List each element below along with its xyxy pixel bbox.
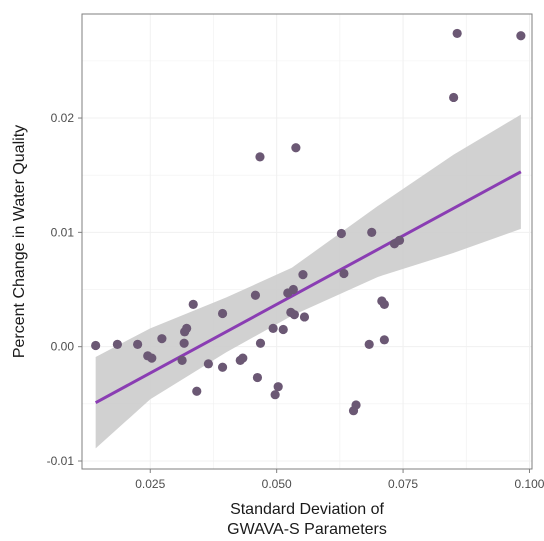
- y-tick-label: 0.00: [51, 340, 75, 354]
- data-point: [289, 310, 299, 320]
- data-point: [217, 362, 228, 372]
- data-point: [177, 355, 187, 365]
- y-axis-title: Percent Change in Water Quality: [11, 125, 28, 358]
- data-point: [270, 390, 280, 400]
- data-point: [250, 290, 261, 300]
- data-point: [255, 152, 265, 162]
- data-point: [147, 353, 157, 363]
- x-tick-label: 0.075: [388, 477, 418, 491]
- y-tick-label: 0.01: [51, 225, 75, 239]
- data-point: [203, 359, 214, 369]
- data-point: [179, 338, 189, 348]
- x-axis-title-line-1: Standard Deviation of: [230, 501, 384, 518]
- data-point: [268, 323, 278, 333]
- data-point: [394, 235, 405, 245]
- axes: 0.025 0.050 0.075 0.100 -0.01 0.00 0.01 0.02: [47, 111, 544, 491]
- data-point: [351, 400, 361, 410]
- data-point: [516, 31, 526, 41]
- x-tick-label: 0.050: [262, 477, 292, 491]
- data-point: [379, 335, 389, 345]
- data-point: [255, 338, 266, 348]
- x-axis-title-line-2: GWAVA-S Parameters: [227, 521, 387, 538]
- data-point: [112, 339, 122, 349]
- data-point: [217, 308, 228, 319]
- regression-line-layer: [94, 170, 522, 405]
- data-point: [188, 299, 198, 309]
- data-point: [291, 143, 301, 153]
- data-point: [238, 353, 248, 363]
- data-point: [157, 334, 167, 344]
- confidence-band: [95, 114, 521, 449]
- confidence-band-layer: [95, 114, 521, 449]
- regression-line: [94, 170, 522, 405]
- data-point: [336, 228, 346, 239]
- data-point: [298, 270, 308, 280]
- x-tick-label: 0.100: [514, 477, 544, 491]
- axis-titles: Standard Deviation of GWAVA-S Parameters…: [11, 125, 387, 538]
- data-point: [182, 323, 192, 333]
- data-point: [252, 372, 263, 383]
- data-point: [449, 92, 459, 103]
- data-point: [367, 227, 377, 237]
- data-point: [452, 28, 462, 39]
- data-point: [91, 340, 101, 351]
- data-points: [91, 28, 526, 416]
- plot-panel-border: [81, 13, 533, 470]
- y-tick-label: -0.01: [47, 454, 75, 468]
- x-tick-label: 0.025: [135, 477, 165, 491]
- data-point: [299, 312, 310, 322]
- data-point: [273, 382, 283, 392]
- y-tick-label: 0.02: [51, 111, 75, 125]
- data-point: [192, 386, 202, 396]
- data-point: [278, 324, 288, 335]
- data-point: [379, 299, 389, 309]
- data-point: [364, 339, 374, 349]
- data-point: [339, 268, 349, 279]
- data-point: [133, 339, 143, 349]
- data-point: [288, 284, 298, 295]
